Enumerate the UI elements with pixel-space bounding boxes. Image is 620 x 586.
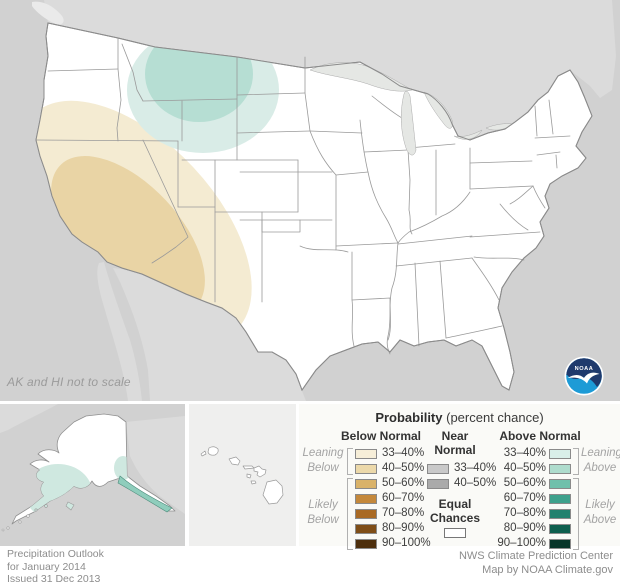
conus-map-svg: NOAA (0, 0, 620, 401)
russia-landmass (0, 404, 58, 433)
leaning-above-label: Leaning Above (581, 447, 620, 474)
above-swatch-7 (549, 538, 571, 549)
near-normal-header-1: Near (441, 429, 469, 443)
footer-credit-info: NWS Climate Prediction Center Map by NOA… (459, 550, 613, 577)
legend-title-word: Probability (375, 410, 443, 425)
us-precipitation-outlook-map: NOAA AK and HI not to scale (0, 0, 620, 401)
likely-above-label: Likely Above (583, 499, 617, 526)
legend-title: Probability (percent chance) (299, 410, 620, 425)
near-swatch-2 (427, 478, 449, 489)
above-swatch-1 (549, 448, 571, 459)
legend-row: 33–40% (427, 462, 496, 474)
footer-period-line: for January 2014 (7, 560, 86, 573)
noaa-logo-top (566, 358, 602, 387)
legend-row: 40–50% (427, 477, 496, 489)
above-swatch-5 (549, 508, 571, 519)
aleutian-islands (1, 501, 75, 532)
vancouver-island (32, 1, 64, 25)
leaning-above-bracket (573, 448, 579, 475)
legend-row: 80–90% (355, 522, 424, 534)
noaa-logo: NOAA (564, 356, 604, 396)
footer-issue-info: Precipitation Outlook for January 2014 I… (7, 548, 104, 586)
map-scale-note: AK and HI not to scale (7, 375, 131, 389)
canada-landmass (44, 0, 616, 140)
near-normal-header-2: Normal (434, 443, 476, 457)
legend-row: 90–100% (489, 537, 571, 549)
below-normal-inner-region (51, 156, 205, 316)
likely-below-bracket (347, 478, 353, 550)
equal-chances-label: Equal Chances (429, 497, 481, 525)
below-swatch-1 (355, 448, 377, 459)
alaska-inset-map (0, 404, 185, 546)
footer-issued-line: Issued 31 Dec 2013 (7, 573, 101, 585)
noaa-logo-text: NOAA (575, 366, 594, 372)
below-swatch-2 (355, 463, 377, 474)
great-lakes (309, 62, 513, 156)
footer-mapby-line: Map by NOAA Climate.gov (482, 563, 613, 576)
likely-below-label: Likely Below (307, 499, 339, 526)
legend-row: 90–100% (355, 537, 431, 549)
ak-panhandle-above-region (117, 475, 173, 513)
mexico-landmass (113, 268, 306, 401)
above-swatch-4 (549, 493, 571, 504)
legend-row: 70–80% (355, 507, 424, 519)
near-swatch-1 (427, 463, 449, 474)
legend-row: 33–40% (355, 447, 424, 459)
legend-row: 40–50% (355, 462, 424, 474)
noaa-logo-gull (567, 372, 600, 384)
hawaiian-islands (200, 446, 284, 505)
alaska-svg (0, 404, 185, 546)
legend-row: 70–80% (489, 507, 571, 519)
legend-row: 60–70% (355, 492, 424, 504)
below-swatch-7 (355, 538, 377, 549)
below-swatch-4 (355, 493, 377, 504)
us-outline-stroke (35, 22, 593, 392)
legend-row: 50–60% (355, 477, 424, 489)
leaning-below-label: Leaning Below (302, 447, 344, 474)
legend-row: 80–90% (489, 522, 571, 534)
below-normal-header: Below Normal (340, 429, 421, 443)
footer-title-line: Precipitation Outlook (7, 548, 104, 560)
canada-landmass-ak (126, 416, 185, 514)
below-swatch-5 (355, 508, 377, 519)
legend-row: 40–50% (489, 462, 571, 474)
legend-row: 50–60% (489, 477, 571, 489)
below-swatch-3 (355, 478, 377, 489)
legend-row: 33–40% (489, 447, 571, 459)
probability-legend: Probability (percent chance) Below Norma… (299, 404, 620, 550)
below-swatch-6 (355, 523, 377, 534)
footer-source-line: NWS Climate Prediction Center (458, 550, 613, 562)
legend-row: 60–70% (489, 492, 571, 504)
above-normal-header: Above Normal (499, 429, 581, 443)
likely-above-bracket (573, 478, 579, 550)
hawaii-svg (200, 446, 284, 505)
leaning-below-bracket (347, 448, 353, 475)
above-swatch-6 (549, 523, 571, 534)
hawaii-inset-map (189, 404, 296, 546)
above-swatch-2 (549, 463, 571, 474)
legend-title-suffix: (percent chance) (442, 410, 544, 425)
equal-chances-swatch (444, 528, 466, 538)
baja-peninsula (97, 262, 142, 401)
above-swatch-3 (549, 478, 571, 489)
